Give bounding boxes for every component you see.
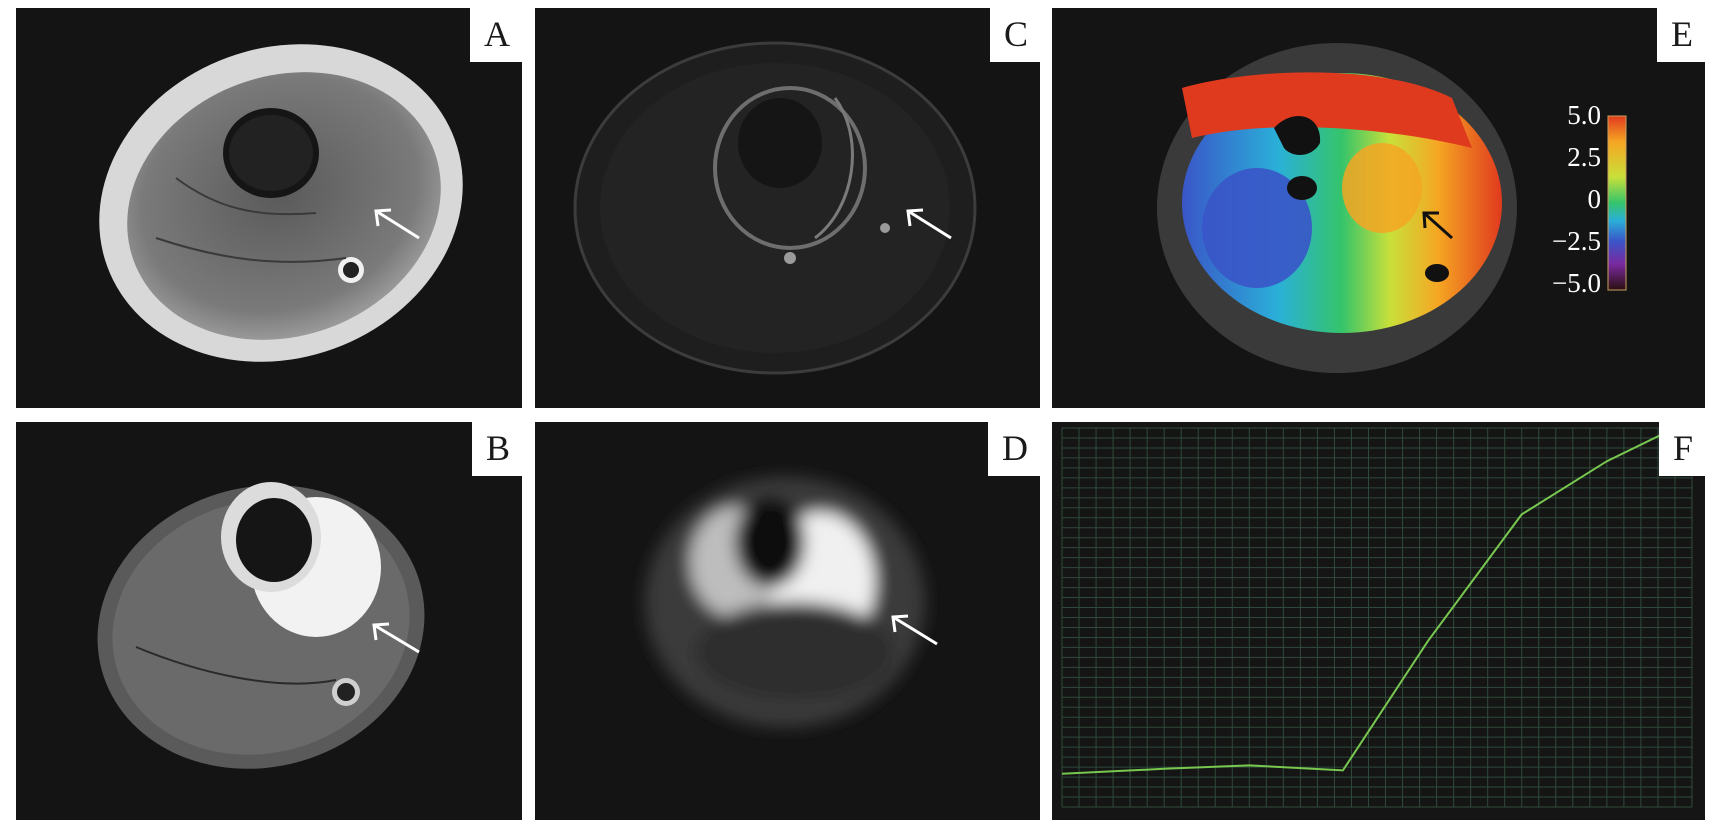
time-intensity-curve [1061,427,1693,808]
mri-panel-c: C [535,8,1040,408]
arrow-icon [1423,211,1453,240]
parametric-map-image [1157,43,1627,373]
mri-panel-d: D [535,422,1040,820]
arrow-icon [375,209,420,240]
mri-panel-b: B [16,422,522,820]
mri-panel-e: 5.0 2.5 0 −2.5 −5.0 E [1052,8,1705,408]
colorbar [1607,115,1627,291]
colorbar-tick-label: 2.5 [1567,142,1601,172]
arrow-icon [373,623,420,654]
mri-panel-a: A [16,8,522,408]
arrow-icon [907,209,952,240]
colorbar-tick-label: 0 [1587,184,1602,214]
mri-panel-f: F [1052,422,1705,820]
panel-label-b: B [471,422,522,476]
colorbar-tick-label: −5.0 [1552,268,1601,298]
panel-label-d: D [988,422,1040,476]
panel-label-a: A [470,8,522,62]
mri-axial-dwi-image [645,477,938,727]
mri-axial-contrast-image [573,41,977,375]
panel-label-e: E [1657,8,1705,62]
panel-label-c: C [989,8,1040,62]
curve-line [1061,427,1676,775]
panel-label-f: F [1658,422,1705,476]
mri-axial-t2-image [97,482,425,769]
colorbar-tick-label: −2.5 [1552,226,1601,256]
colorbar-tick-label: 5.0 [1567,100,1601,130]
arrow-icon [892,615,938,646]
mri-axial-t1-image [99,44,463,362]
